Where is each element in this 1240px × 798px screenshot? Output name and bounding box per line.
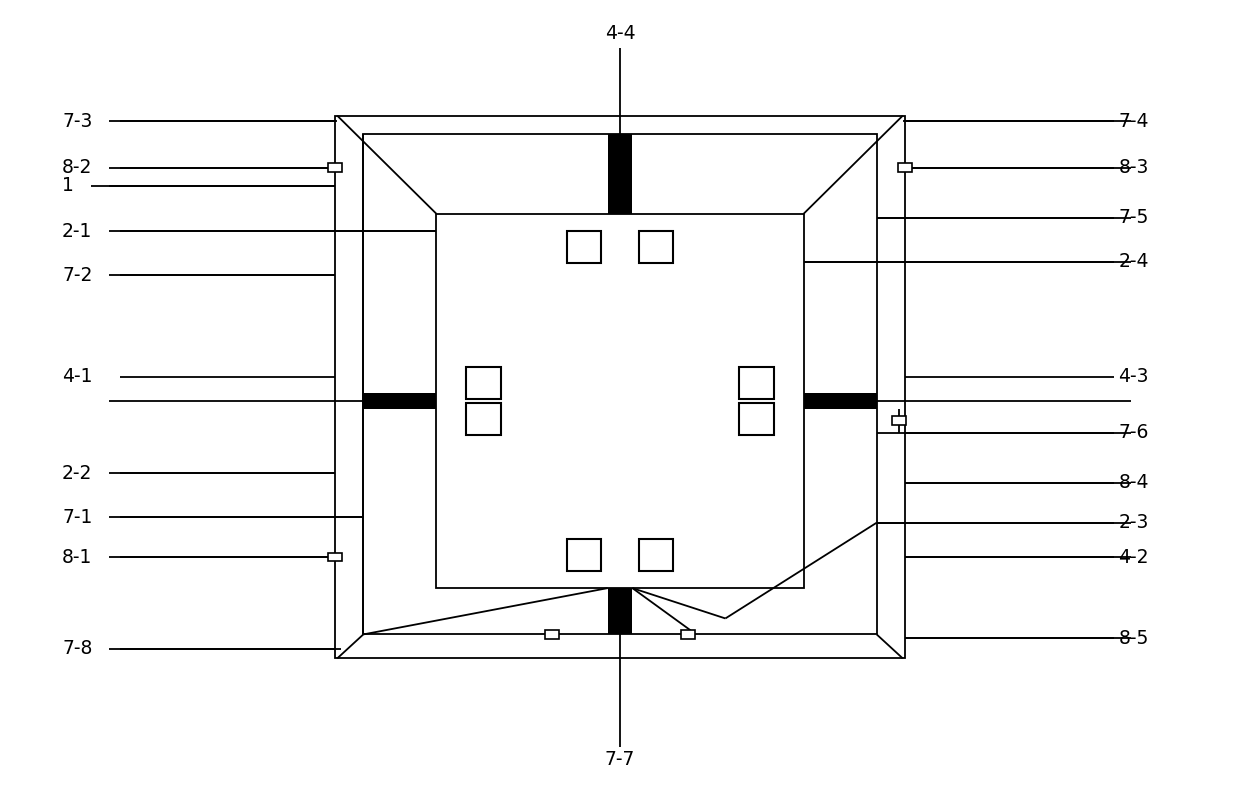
Bar bbox=[608, 134, 632, 214]
Bar bbox=[327, 163, 342, 172]
Text: 2-4: 2-4 bbox=[1118, 252, 1149, 271]
Text: 4-3: 4-3 bbox=[1118, 367, 1149, 386]
Text: 8-5: 8-5 bbox=[1118, 629, 1148, 648]
Text: 8-2: 8-2 bbox=[62, 158, 92, 177]
Bar bbox=[608, 588, 632, 634]
Bar bbox=[804, 393, 877, 409]
Bar bbox=[639, 231, 673, 263]
Text: 7-6: 7-6 bbox=[1118, 423, 1148, 442]
Bar bbox=[466, 403, 501, 435]
Bar bbox=[739, 403, 774, 435]
Bar bbox=[335, 116, 905, 658]
Text: 4-4: 4-4 bbox=[605, 24, 635, 43]
Bar bbox=[363, 393, 436, 409]
Text: 4-2: 4-2 bbox=[1118, 547, 1149, 567]
Text: 1: 1 bbox=[62, 176, 74, 196]
Bar bbox=[893, 417, 905, 425]
Text: 7-1: 7-1 bbox=[62, 508, 92, 527]
Bar bbox=[567, 231, 601, 263]
Text: 8-4: 8-4 bbox=[1118, 473, 1149, 492]
Bar bbox=[639, 539, 673, 571]
Text: 2-1: 2-1 bbox=[62, 222, 92, 241]
Bar bbox=[327, 552, 342, 562]
Text: 7-2: 7-2 bbox=[62, 266, 92, 285]
Bar bbox=[739, 367, 774, 399]
Bar bbox=[546, 630, 558, 638]
Bar bbox=[466, 367, 501, 399]
Bar bbox=[567, 539, 601, 571]
Text: 8-1: 8-1 bbox=[62, 547, 92, 567]
Text: 7-5: 7-5 bbox=[1118, 208, 1148, 227]
Bar bbox=[898, 163, 911, 172]
Text: 2-3: 2-3 bbox=[1118, 513, 1148, 532]
Bar bbox=[363, 134, 877, 634]
Text: 2-2: 2-2 bbox=[62, 464, 92, 483]
Text: 4-1: 4-1 bbox=[62, 367, 93, 386]
Bar bbox=[436, 214, 804, 588]
Text: 8-3: 8-3 bbox=[1118, 158, 1148, 177]
Bar bbox=[682, 630, 696, 638]
Text: 7-4: 7-4 bbox=[1118, 112, 1149, 131]
Text: 7-3: 7-3 bbox=[62, 112, 92, 131]
Text: 7-8: 7-8 bbox=[62, 639, 92, 658]
Text: 7-7: 7-7 bbox=[605, 750, 635, 769]
